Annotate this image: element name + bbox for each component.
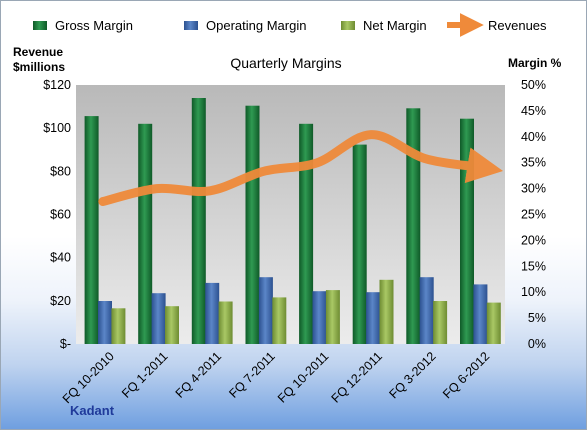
right-tick-label: 45% bbox=[521, 104, 546, 118]
bar-net-margin bbox=[380, 280, 394, 344]
category-label: FQ 7-2011 bbox=[226, 349, 278, 401]
right-tick-label: 0% bbox=[528, 337, 546, 351]
category-label: FQ 3-2012 bbox=[387, 349, 439, 401]
right-tick-label: 35% bbox=[521, 156, 546, 170]
right-tick-label: 5% bbox=[528, 311, 546, 325]
legend-swatch-net-margin bbox=[341, 21, 355, 30]
bar-net-margin bbox=[165, 306, 179, 344]
legend-label-net-margin: Net Margin bbox=[363, 18, 427, 33]
bar-gross-margin bbox=[353, 145, 367, 344]
bar-operating-margin bbox=[152, 293, 166, 344]
right-tick-label: 20% bbox=[521, 233, 546, 247]
right-tick-label: 50% bbox=[521, 78, 546, 92]
left-tick-label: $60 bbox=[50, 208, 71, 222]
legend-swatch-operating-margin bbox=[184, 21, 198, 30]
left-tick-label: $40 bbox=[50, 251, 71, 265]
bar-gross-margin bbox=[246, 106, 260, 344]
right-tick-label: 15% bbox=[521, 259, 546, 273]
company-label: Kadant bbox=[70, 403, 115, 418]
right-tick-label: 30% bbox=[521, 182, 546, 196]
left-axis-ticks: $- $20 $40 $60 $80 $100 $120 bbox=[43, 78, 71, 351]
bar-gross-margin bbox=[460, 119, 474, 344]
bar-net-margin bbox=[272, 297, 286, 344]
bar-operating-margin bbox=[420, 277, 434, 344]
bar-gross-margin bbox=[406, 108, 420, 344]
left-tick-label: $80 bbox=[50, 164, 71, 178]
category-label: FQ 6-2012 bbox=[440, 349, 492, 401]
bar-net-margin bbox=[487, 303, 501, 344]
bar-net-margin bbox=[326, 290, 340, 344]
bar-net-margin bbox=[433, 301, 447, 344]
legend: Gross Margin Operating Margin Net Margin… bbox=[33, 18, 547, 33]
bar-operating-margin bbox=[259, 277, 273, 344]
bar-operating-margin bbox=[473, 284, 487, 344]
left-tick-label: $120 bbox=[43, 78, 71, 92]
chart-title: Quarterly Margins bbox=[230, 55, 341, 71]
category-label: FQ 12-2011 bbox=[329, 349, 385, 405]
category-label: FQ 1-2011 bbox=[119, 349, 171, 401]
left-tick-label: $20 bbox=[50, 294, 71, 308]
bar-net-margin bbox=[111, 308, 125, 344]
legend-swatch-gross-margin bbox=[33, 21, 47, 30]
right-tick-label: 25% bbox=[521, 208, 546, 222]
right-tick-label: 40% bbox=[521, 130, 546, 144]
category-label: FQ 10-2010 bbox=[60, 349, 117, 406]
right-tick-label: 10% bbox=[521, 285, 546, 299]
category-label: FQ 10-2011 bbox=[275, 349, 331, 405]
legend-label-revenues: Revenues bbox=[488, 18, 547, 33]
left-tick-label: $100 bbox=[43, 121, 71, 135]
left-tick-label: $- bbox=[60, 337, 71, 351]
bar-gross-margin bbox=[138, 124, 152, 344]
bar-gross-margin bbox=[299, 124, 313, 344]
bar-operating-margin bbox=[205, 283, 219, 344]
right-axis-title: Margin % bbox=[508, 56, 562, 70]
legend-label-gross-margin: Gross Margin bbox=[55, 18, 133, 33]
bar-operating-margin bbox=[98, 301, 112, 344]
bar-net-margin bbox=[219, 302, 233, 345]
left-axis-title-line1: Revenue bbox=[13, 45, 63, 59]
category-label: FQ 4-2011 bbox=[173, 349, 225, 401]
bar-operating-margin bbox=[366, 292, 380, 344]
left-axis-title-line2: $millions bbox=[13, 60, 65, 74]
right-axis-ticks: 0% 5% 10% 15% 20% 25% 30% 35% 40% 45% 50% bbox=[521, 78, 546, 351]
bar-operating-margin bbox=[313, 291, 327, 344]
bar-gross-margin bbox=[85, 116, 99, 344]
bar-gross-margin bbox=[192, 98, 206, 344]
legend-label-operating-margin: Operating Margin bbox=[206, 18, 306, 33]
